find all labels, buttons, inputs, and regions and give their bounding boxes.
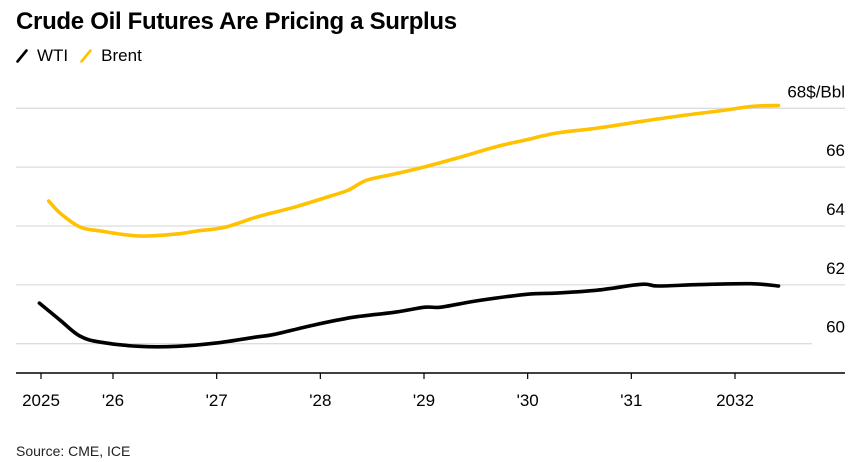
legend: WTI Brent <box>16 46 154 66</box>
x-tick-label: '26 <box>102 391 124 410</box>
chart-title: Crude Oil Futures Are Pricing a Surplus <box>16 8 457 35</box>
legend-label-brent: Brent <box>101 46 142 65</box>
y-tick-label: 68$/Bbl <box>787 82 845 101</box>
x-tick-label: '29 <box>413 391 435 410</box>
x-tick-label: '30 <box>517 391 539 410</box>
x-tick-label: '31 <box>620 391 642 410</box>
x-tick-label: '28 <box>309 391 331 410</box>
series-lines <box>37 103 781 349</box>
slash-line-icon <box>16 49 28 63</box>
y-tick-label: 60 <box>826 318 845 337</box>
slash-line-icon <box>80 49 92 63</box>
source-note: Source: CME, ICE <box>16 443 131 459</box>
y-tick-label: 62 <box>826 259 845 278</box>
legend-label-wti: WTI <box>37 46 69 65</box>
series-line-brent <box>46 103 781 238</box>
legend-item-brent: Brent <box>80 46 142 66</box>
x-tick-label: 2032 <box>716 391 754 410</box>
series-line-wti <box>37 281 781 349</box>
legend-item-wti: WTI <box>16 46 68 66</box>
y-tick-label: 64 <box>826 200 845 219</box>
y-axis-labels: 60 62 64 66 68$/Bbl <box>787 82 845 336</box>
y-tick-label: 66 <box>826 141 845 160</box>
x-tick-label: '27 <box>206 391 228 410</box>
x-tick-label: 2025 <box>22 391 60 410</box>
x-axis: 2025 '26 '27 '28 '29 '30 '31 2032 <box>16 372 845 410</box>
